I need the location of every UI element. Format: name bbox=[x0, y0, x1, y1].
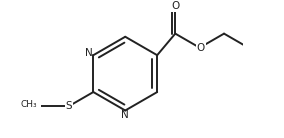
Text: N: N bbox=[85, 47, 93, 58]
Text: O: O bbox=[197, 43, 205, 53]
Text: N: N bbox=[121, 110, 129, 120]
Text: S: S bbox=[66, 101, 72, 111]
Text: CH₃: CH₃ bbox=[20, 100, 37, 109]
Text: O: O bbox=[172, 1, 180, 11]
